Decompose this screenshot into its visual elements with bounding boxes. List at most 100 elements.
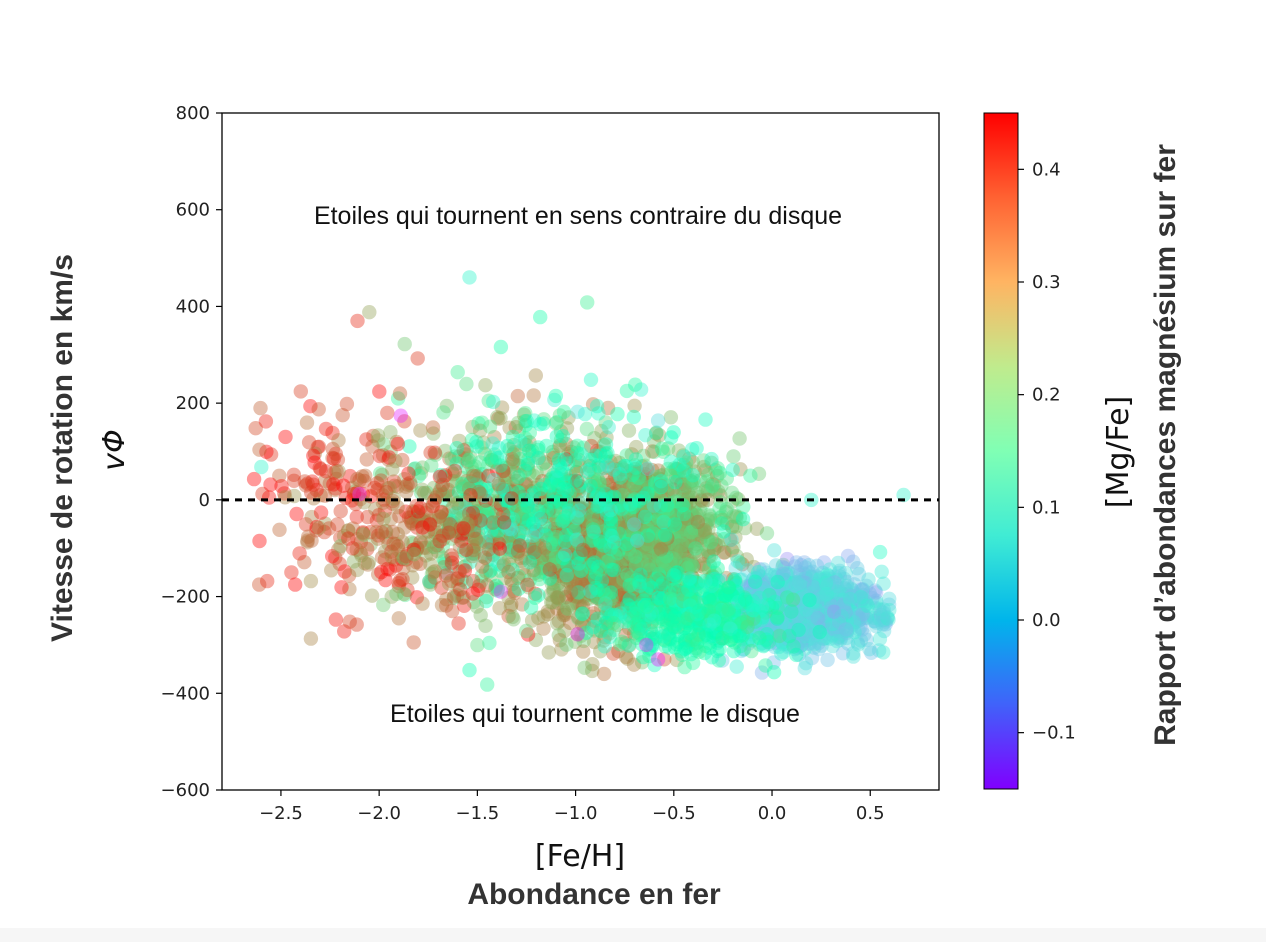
- data-point: [586, 572, 601, 587]
- data-point: [818, 576, 834, 591]
- data-point: [621, 620, 637, 636]
- data-point: [588, 502, 603, 517]
- data-point: [679, 549, 695, 565]
- data-point: [632, 548, 647, 563]
- data-point: [659, 574, 675, 589]
- data-point: [662, 531, 677, 547]
- data-point: [559, 436, 574, 452]
- data-point: [644, 565, 659, 580]
- data-point: [608, 499, 623, 514]
- data-point: [616, 505, 631, 521]
- data-point: [631, 569, 647, 585]
- data-point: [671, 583, 686, 599]
- data-point: [719, 515, 734, 531]
- data-point: [676, 564, 691, 579]
- x-tick-label: −1.5: [456, 803, 500, 824]
- data-point: [708, 537, 723, 552]
- data-point: [623, 509, 638, 524]
- data-point: [587, 530, 602, 545]
- data-point: [355, 469, 370, 484]
- data-point: [619, 562, 634, 577]
- data-point: [475, 559, 490, 574]
- data-point: [566, 588, 581, 603]
- data-point: [698, 463, 713, 478]
- data-point: [555, 494, 571, 509]
- data-point: [582, 591, 597, 606]
- data-point: [593, 521, 608, 536]
- data-point: [313, 505, 329, 520]
- data-point: [588, 588, 603, 604]
- data-point: [650, 523, 665, 538]
- data-point: [668, 563, 683, 578]
- data-point: [514, 484, 530, 499]
- data-point: [660, 527, 676, 542]
- data-point: [643, 582, 658, 597]
- data-point: [580, 575, 596, 591]
- data-point: [683, 525, 699, 540]
- data-point: [684, 520, 700, 535]
- data-point: [627, 524, 642, 539]
- data-point: [586, 513, 601, 528]
- data-point: [605, 556, 620, 572]
- data-point: [534, 548, 549, 563]
- data-point: [543, 528, 559, 543]
- data-point: [586, 487, 602, 502]
- data-point: [595, 483, 611, 498]
- data-point: [638, 557, 654, 572]
- data-point: [662, 538, 677, 553]
- data-point: [609, 608, 624, 623]
- data-point: [570, 404, 585, 419]
- data-point: [569, 503, 585, 519]
- data-point: [689, 441, 704, 456]
- data-point: [635, 542, 650, 557]
- data-point: [598, 600, 613, 615]
- data-point: [593, 547, 608, 562]
- data-point: [648, 485, 663, 500]
- data-point: [596, 544, 612, 559]
- data-point: [672, 559, 687, 574]
- data-point: [660, 544, 675, 560]
- data-point: [580, 554, 596, 569]
- data-point: [550, 546, 565, 562]
- data-point: [628, 538, 643, 554]
- data-point: [554, 562, 569, 578]
- data-point: [575, 551, 590, 566]
- data-point: [704, 451, 719, 467]
- data-point: [258, 414, 274, 429]
- data-point: [644, 568, 660, 584]
- data-point: [676, 463, 691, 478]
- data-point: [652, 540, 667, 556]
- data-point: [642, 491, 657, 507]
- data-point: [600, 613, 615, 628]
- data-point: [590, 472, 605, 487]
- data-point: [642, 503, 657, 518]
- data-point: [614, 515, 629, 530]
- data-point: [564, 598, 579, 613]
- data-point: [605, 571, 621, 586]
- data-point: [615, 565, 631, 581]
- data-point: [661, 595, 677, 610]
- data-point: [663, 607, 678, 623]
- data-point: [675, 482, 690, 498]
- data-point: [526, 551, 541, 566]
- data-point: [571, 484, 587, 499]
- data-point: [648, 573, 663, 589]
- data-point: [523, 600, 539, 615]
- data-point: [569, 464, 584, 480]
- data-point: [504, 529, 519, 544]
- data-point: [639, 597, 655, 612]
- data-point: [599, 506, 614, 521]
- data-point: [450, 365, 465, 380]
- data-point: [654, 540, 669, 555]
- data-point: [642, 538, 657, 554]
- data-point: [677, 467, 692, 482]
- data-point: [568, 551, 583, 566]
- data-point: [559, 573, 575, 588]
- data-point: [714, 631, 730, 646]
- data-point: [610, 570, 625, 585]
- data-point: [639, 511, 655, 526]
- data-point: [767, 543, 782, 558]
- data-point: [632, 559, 647, 574]
- data-point: [594, 619, 610, 634]
- data-point: [656, 547, 671, 562]
